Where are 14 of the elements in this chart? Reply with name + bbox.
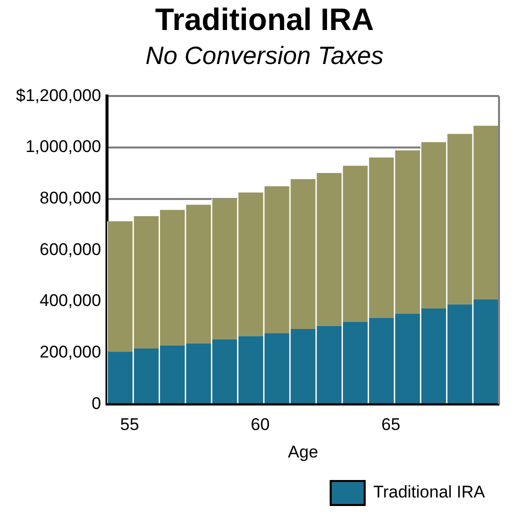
x-tick-label: 60 [250,415,270,434]
y-tick-label: 400,000 [40,291,102,310]
y-tick-label: 0 [92,394,102,413]
x-tick-label: 65 [381,415,400,434]
chart-title: Traditional IRA [154,2,375,38]
legend-label: Traditional IRA [373,482,486,502]
y-tick-label: 1,000,000 [25,137,102,156]
y-tick-label: 800,000 [40,188,102,208]
y-tick-label: 200,000 [40,342,102,362]
y-tick-label: 600,000 [40,240,102,259]
chart-subtitle: No Conversion Taxes [144,42,385,71]
y-tick-label: $1,200,000 [16,86,102,105]
x-axis-title: Age [288,442,318,462]
x-tick-label: 55 [120,415,140,434]
